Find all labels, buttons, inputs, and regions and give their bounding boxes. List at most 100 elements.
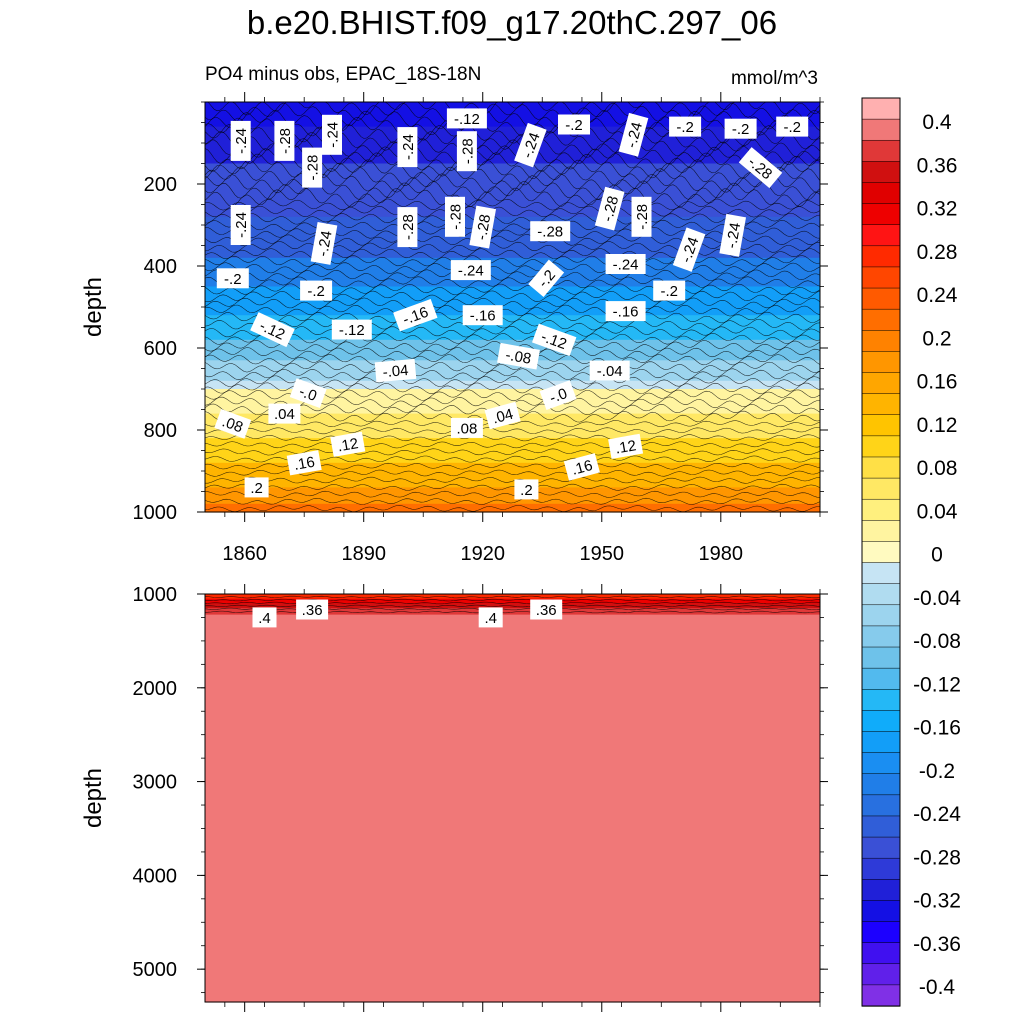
contour-label-box [605, 254, 646, 274]
y-axis-label: depth [80, 768, 107, 828]
contour-label-box [531, 323, 577, 357]
contour-label-text: -.28 [305, 155, 322, 181]
contour-band [205, 608, 820, 616]
contour-label: .36 [530, 599, 563, 620]
contour-label: -.2 [776, 116, 809, 137]
contour-label-text: -.2 [676, 119, 694, 136]
colorbar-swatch [861, 477, 901, 500]
colorbar-label: 0 [931, 544, 943, 567]
contour-label-text: -.24 [314, 229, 335, 257]
contour-label-text: -.12 [339, 322, 365, 339]
contour-label-text: -.2 [732, 121, 750, 138]
colorbar-label: -0.36 [913, 933, 961, 956]
contour-label: -.12 [446, 108, 487, 129]
colorbar-swatch [861, 97, 901, 120]
colorbar-swatch [861, 435, 901, 458]
contour-label-box [393, 298, 438, 332]
colorbar-swatch [861, 414, 901, 437]
contour-label-box [469, 205, 497, 249]
colorbar-swatch [861, 731, 901, 754]
contour-label-box [514, 122, 547, 168]
colorbar-label: -0.28 [913, 846, 961, 869]
units-label: mmol/m^3 [730, 68, 818, 89]
contour-label: -.2 [216, 268, 249, 289]
y-axis-label: depth [80, 277, 107, 337]
contour-label-text: -.08 [504, 347, 532, 368]
contour-label-box [478, 607, 503, 628]
contour-label-box [563, 453, 600, 481]
y-tick-label: 400 [144, 256, 177, 278]
colorbar-swatch [861, 498, 901, 521]
contour-line [204, 187, 821, 208]
contour-line [204, 361, 821, 373]
contour-line [204, 262, 821, 274]
x-tick-label: 1980 [699, 543, 744, 565]
contour-line [205, 476, 821, 484]
colorbar-swatch [861, 351, 901, 374]
contour-label-box [776, 116, 809, 137]
contour-label-text: -.2 [224, 271, 242, 288]
contour-line [204, 138, 821, 158]
contour-label: -.28 [469, 205, 497, 249]
colorbar-swatch [861, 942, 901, 965]
contour-label-box [450, 260, 491, 281]
contour-line [204, 205, 821, 218]
colorbar-swatch [861, 689, 901, 712]
colorbar-swatch [861, 562, 901, 585]
contour-line [204, 198, 821, 211]
x-tick-label: 1950 [580, 543, 625, 565]
contour-label: -.24 [719, 213, 747, 257]
contour-line [204, 248, 821, 260]
contour-label: -.28 [530, 221, 571, 242]
contour-label-text: -.2 [307, 283, 325, 300]
contour-label-text: -.04 [597, 363, 623, 380]
contour-label-box [289, 378, 327, 408]
contour-label-text: .4 [258, 610, 271, 627]
colorbar-label: 0.24 [917, 284, 958, 307]
colorbar-swatch [861, 773, 901, 796]
contour-line [204, 297, 821, 310]
contour-label-box [296, 599, 329, 620]
y-tick-label: 3000 [133, 772, 178, 794]
colorbar-label: -0.32 [913, 890, 961, 913]
colorbar-label: 0.08 [917, 457, 958, 480]
contour-label-text: .04 [274, 406, 295, 423]
contour-label: -.24 [230, 205, 251, 245]
colorbar-label: -0.04 [913, 587, 961, 610]
colorbar-swatch [861, 900, 901, 923]
contour-line [204, 434, 821, 442]
contour-label-text: -.24 [623, 120, 646, 149]
colorbar-label: 0.04 [917, 500, 958, 523]
contour-band [205, 380, 820, 390]
contour-label: .2 [514, 479, 539, 500]
colorbar-swatch [861, 879, 901, 902]
contour-line [204, 368, 821, 380]
contour-label: -.28 [445, 196, 465, 237]
colorbar-label: 0.16 [917, 371, 958, 394]
contour-label-box [445, 196, 465, 237]
contour-line [204, 109, 821, 130]
contour-label-box [230, 120, 251, 161]
contour-label: .16 [563, 453, 600, 481]
contour-label-text: .12 [336, 435, 359, 455]
colorbar-swatch [861, 583, 901, 606]
contour-label-text: -.24 [233, 212, 250, 238]
chart-subtitle: PO4 minus obs, EPAC_18S-18N [205, 64, 482, 85]
panel-lower: .4 .36 .4 .36 1000 2000 3000 4000 5000 depth [80, 584, 828, 1012]
contour-line [204, 490, 821, 498]
contour-label-box [300, 280, 333, 301]
contour-band [205, 360, 820, 382]
contour-label-text: .16 [570, 457, 595, 479]
contour-label-box [484, 401, 521, 430]
contour-label-box [530, 599, 563, 620]
contour-line [204, 255, 821, 267]
contour-label-text: .36 [302, 602, 323, 619]
contour-label-box [268, 403, 301, 424]
contour-label-text: .08 [456, 420, 477, 437]
contour-label: -.16 [462, 305, 503, 326]
contour-band [205, 503, 820, 513]
contour-label-text: -.0 [297, 383, 319, 405]
contour-line [204, 325, 821, 338]
contour-line [204, 333, 821, 345]
contour-line [204, 311, 821, 324]
